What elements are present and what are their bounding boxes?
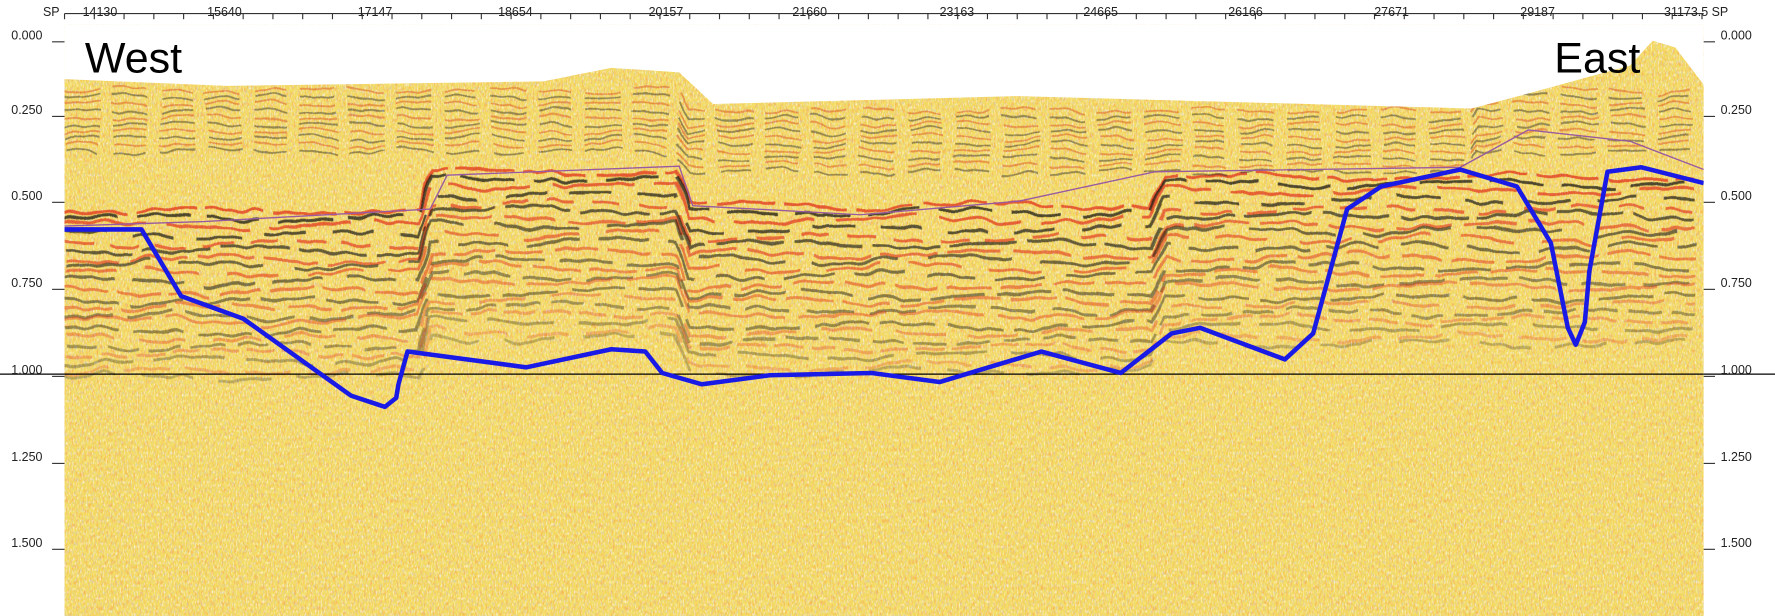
top-tick-label: 24665	[1083, 5, 1118, 19]
top-tick-label: 20157	[649, 5, 684, 19]
right-tick-label: 0.000	[1721, 29, 1752, 43]
top-tick-label: 29187	[1520, 5, 1555, 19]
left-tick-label: 1.250	[11, 450, 42, 464]
left-tick-label: 1.500	[11, 536, 42, 550]
seismic-section: West East SP SP 14130 15640 17147 18654 20157 2…	[0, 0, 1775, 616]
right-tick-label: 0.250	[1721, 103, 1752, 117]
right-tick-label: 0.750	[1721, 276, 1752, 290]
top-axis-start: SP	[43, 5, 60, 19]
top-tick-label: 21660	[792, 5, 827, 19]
right-tick-label: 1.500	[1721, 536, 1752, 550]
east-label: East	[1554, 34, 1640, 82]
top-tick-label: 14130	[83, 5, 118, 19]
top-tick-label: 26166	[1228, 5, 1263, 19]
left-tick-label: 0.250	[11, 103, 42, 117]
left-tick-label: 0.000	[11, 29, 42, 43]
top-tick-label: 15640	[207, 5, 242, 19]
right-tick-label: 1.000	[1721, 363, 1752, 377]
plot-area	[0, 25, 1775, 616]
left-tick-label: 0.500	[11, 189, 42, 203]
right-tick-label: 1.250	[1721, 450, 1752, 464]
west-label: West	[85, 34, 182, 82]
top-axis-end: SP	[1712, 5, 1729, 19]
right-tick-label: 0.500	[1721, 189, 1752, 203]
top-tick-label: 23163	[940, 5, 975, 19]
top-tick-label: 18654	[498, 5, 533, 19]
top-tick-label: 17147	[358, 5, 393, 19]
left-tick-label: 1.000	[11, 363, 42, 377]
page: {"top_axis": {"start_label": "SP", "labe…	[0, 0, 1775, 616]
left-tick-label: 0.750	[11, 276, 42, 290]
